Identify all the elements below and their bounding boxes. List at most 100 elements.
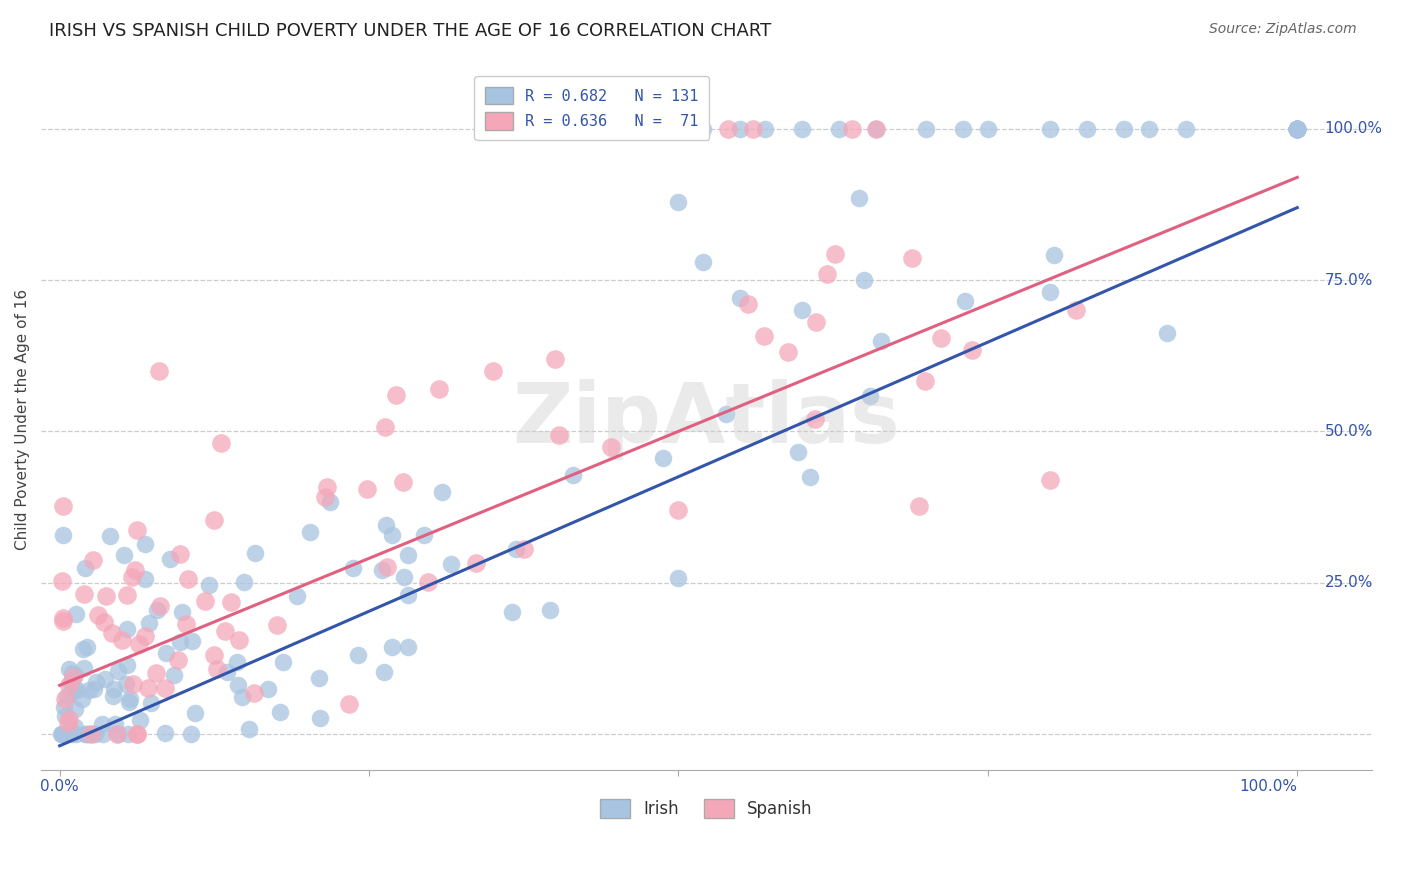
Text: 100.0%: 100.0%: [1239, 779, 1298, 794]
Point: [53, 709, 76, 723]
Point: [72, 642, 94, 657]
Point: [103, 689, 125, 703]
Point: [243, 546, 266, 560]
Point: [63, 720, 86, 734]
Point: [93, 615, 115, 629]
Point: [1286, 122, 1309, 136]
Point: [257, 681, 280, 696]
Point: [865, 122, 887, 136]
Point: [373, 665, 395, 679]
Point: [370, 563, 392, 577]
Y-axis label: Child Poverty Under the Age of 16: Child Poverty Under the Age of 16: [15, 289, 30, 549]
Point: [1286, 122, 1309, 136]
Point: [977, 122, 1000, 136]
Point: [52, 528, 75, 542]
Point: [115, 677, 138, 691]
Point: [174, 617, 197, 632]
Point: [107, 664, 129, 678]
Point: [375, 517, 398, 532]
Point: [104, 717, 127, 731]
Point: [91, 727, 114, 741]
Point: [418, 575, 440, 590]
Point: [124, 563, 146, 577]
Point: [63, 702, 86, 716]
Point: [430, 485, 453, 500]
Point: [75, 727, 97, 741]
Point: [730, 291, 752, 305]
Point: [103, 681, 125, 696]
Point: [1286, 122, 1309, 136]
Point: [593, 122, 616, 136]
Point: [1112, 122, 1135, 136]
Point: [138, 615, 160, 630]
Point: [62, 670, 84, 684]
Point: [1043, 248, 1066, 262]
Point: [828, 122, 851, 136]
Point: [316, 480, 339, 494]
Point: [1286, 122, 1309, 136]
Point: [1286, 122, 1309, 136]
Point: [65, 727, 87, 741]
Point: [666, 571, 689, 585]
Point: [737, 297, 759, 311]
Point: [52, 614, 75, 628]
Point: [148, 364, 170, 378]
Point: [804, 315, 827, 329]
Point: [741, 122, 763, 136]
Point: [396, 548, 419, 562]
Point: [915, 122, 938, 136]
Point: [80, 727, 103, 741]
Point: [792, 122, 814, 136]
Point: [56, 727, 79, 741]
Point: [145, 665, 167, 680]
Text: Source: ZipAtlas.com: Source: ZipAtlas.com: [1209, 22, 1357, 37]
Point: [87, 608, 110, 623]
Point: [75, 561, 97, 575]
Point: [271, 656, 294, 670]
Point: [233, 574, 256, 589]
Point: [100, 625, 122, 640]
Point: [55, 727, 77, 741]
Point: [181, 634, 204, 648]
Point: [184, 706, 207, 720]
Point: [754, 122, 776, 136]
Point: [149, 599, 172, 614]
Point: [1286, 122, 1309, 136]
Point: [717, 122, 740, 136]
Point: [347, 648, 370, 662]
Point: [548, 427, 571, 442]
Point: [117, 623, 139, 637]
Point: [163, 668, 186, 682]
Point: [58, 662, 80, 676]
Point: [381, 640, 404, 654]
Point: [107, 727, 129, 741]
Point: [73, 587, 96, 601]
Point: [817, 267, 839, 281]
Point: [205, 662, 228, 676]
Point: [269, 705, 291, 719]
Point: [53, 692, 76, 706]
Point: [1174, 122, 1197, 136]
Point: [77, 683, 100, 698]
Text: ZipAtlas: ZipAtlas: [512, 379, 900, 459]
Point: [56, 715, 79, 730]
Point: [73, 661, 96, 675]
Point: [58, 712, 80, 726]
Legend: Irish, Spanish: Irish, Spanish: [593, 792, 820, 825]
Point: [100, 529, 122, 543]
Point: [83, 682, 105, 697]
Point: [76, 727, 98, 741]
Point: [1286, 122, 1309, 136]
Point: [55, 690, 77, 704]
Point: [121, 570, 143, 584]
Point: [482, 364, 505, 378]
Point: [84, 675, 107, 690]
Point: [177, 572, 200, 586]
Point: [396, 588, 419, 602]
Point: [62, 681, 84, 695]
Point: [60, 727, 83, 741]
Point: [599, 440, 621, 454]
Text: 0.0%: 0.0%: [41, 779, 79, 794]
Point: [308, 672, 330, 686]
Point: [1039, 473, 1062, 487]
